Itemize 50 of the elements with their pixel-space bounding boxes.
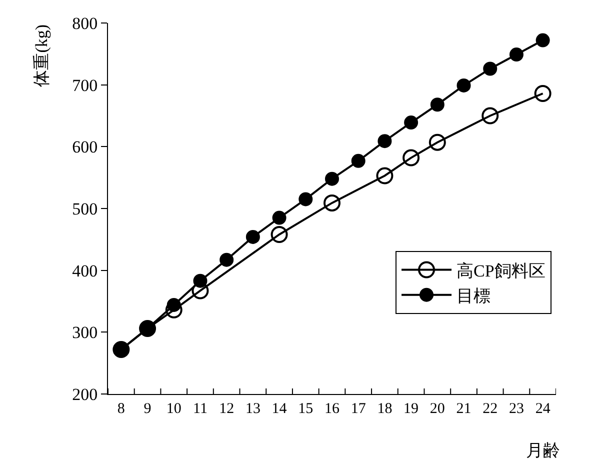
point — [272, 210, 286, 225]
x-tick-label: 20 — [430, 401, 445, 417]
x-tick-label: 15 — [298, 401, 314, 417]
point — [430, 98, 444, 112]
y-tick-label: 500 — [72, 199, 98, 218]
y-tick-label: 800 — [72, 14, 98, 33]
x-tick-label: 8 — [117, 401, 125, 417]
point — [404, 116, 418, 130]
y-tick-label: 300 — [72, 323, 98, 342]
point — [324, 194, 340, 212]
point — [270, 226, 288, 243]
point — [534, 84, 552, 102]
y-tick-label: 200 — [72, 384, 98, 404]
point — [456, 78, 471, 92]
legend-label: 目標 — [456, 286, 491, 306]
x-tick-label: 16 — [324, 401, 340, 417]
point — [402, 149, 420, 166]
point — [166, 298, 181, 312]
point — [378, 134, 392, 148]
point — [428, 134, 446, 151]
point — [483, 62, 498, 76]
point — [536, 33, 550, 48]
x-tick-label: 18 — [377, 401, 392, 417]
point — [376, 167, 394, 184]
x-tick-label: 14 — [272, 401, 288, 417]
y-tick-label: 700 — [72, 76, 98, 95]
y-tick-label: 600 — [72, 138, 98, 157]
x-tick-label: 11 — [193, 401, 208, 417]
x-tick-label: 22 — [482, 401, 498, 417]
x-axis-title: 月齢 — [526, 441, 560, 460]
x-tick-label: 10 — [166, 401, 182, 417]
point — [482, 107, 499, 124]
x-tick-label: 13 — [245, 401, 260, 417]
point — [509, 48, 524, 62]
point — [298, 192, 313, 206]
y-tick-label: 400 — [72, 261, 98, 280]
point — [351, 154, 366, 168]
y-axis-title: 体重(kg) — [32, 24, 51, 87]
point — [325, 172, 339, 186]
x-tick-label: 9 — [144, 401, 152, 417]
point — [220, 252, 234, 267]
point — [246, 230, 260, 244]
x-tick-label: 19 — [404, 401, 419, 417]
x-tick-label: 17 — [350, 401, 366, 417]
legend-label: 高CP飼料区 — [456, 261, 546, 280]
x-tick-label: 12 — [219, 401, 234, 417]
x-tick-label: 24 — [535, 401, 551, 417]
x-tick-label: 21 — [456, 401, 472, 417]
x-tick-label: 23 — [508, 401, 524, 417]
point — [193, 274, 208, 288]
